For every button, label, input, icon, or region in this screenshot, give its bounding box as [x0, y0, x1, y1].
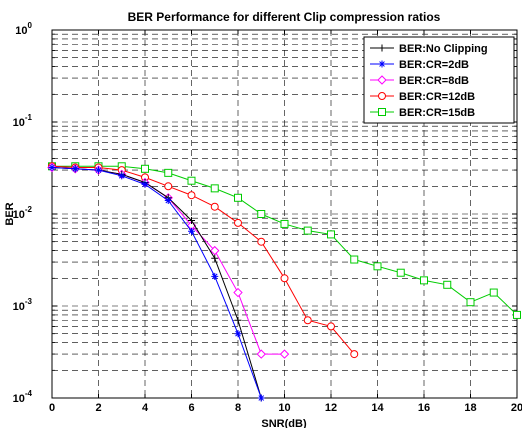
- x-tick-label: 2: [95, 402, 101, 414]
- data-point: [95, 166, 102, 174]
- x-tick-label: 0: [49, 402, 55, 414]
- x-tick-label: 4: [142, 402, 149, 414]
- data-point: [210, 245, 220, 256]
- data-point: [466, 298, 475, 307]
- data-point: [234, 330, 242, 338]
- series-1: [48, 164, 265, 402]
- y-tick-exponent: -4: [25, 389, 33, 398]
- data-point: [141, 164, 149, 173]
- data-point: [303, 226, 312, 235]
- data-point: [378, 44, 386, 52]
- data-point: [141, 180, 149, 188]
- data-point: [234, 193, 242, 202]
- data-point: [164, 182, 173, 191]
- legend-item: BER:CR=2dB: [370, 59, 469, 71]
- y-axis-label: BER: [4, 202, 16, 225]
- data-point: [327, 322, 335, 331]
- legend-item: BER:CR=15dB: [370, 107, 475, 119]
- plot-frame: [51, 29, 518, 399]
- y-tick-base: 10: [13, 301, 25, 313]
- x-tick-label: 8: [235, 402, 241, 414]
- data-point: [257, 210, 266, 218]
- data-point: [187, 191, 196, 200]
- y-tick-base: 10: [13, 393, 25, 405]
- legend-item: BER:CR=8dB: [370, 75, 469, 87]
- data-point: [378, 60, 386, 68]
- y-tick-label: 10-3: [13, 297, 33, 313]
- data-point: [210, 202, 219, 211]
- data-point: [211, 254, 219, 262]
- data-point: [443, 280, 452, 289]
- x-tick-label: 12: [325, 402, 337, 414]
- data-point: [211, 272, 219, 280]
- data-point: [350, 350, 359, 359]
- series-line: [51, 167, 262, 399]
- y-tick-exponent: -1: [25, 113, 33, 122]
- x-tick-label: 10: [278, 402, 290, 414]
- y-tick-label: 10-2: [13, 205, 33, 221]
- legend-item: BER:CR=12dB: [370, 91, 475, 103]
- data-point: [188, 227, 195, 235]
- x-tick-label: 18: [464, 402, 476, 414]
- data-point: [233, 287, 243, 298]
- data-point: [118, 172, 126, 180]
- data-point: [234, 218, 242, 227]
- data-point: [234, 316, 242, 324]
- data-point: [257, 237, 266, 246]
- data-point: [210, 184, 219, 193]
- x-tick-label: 6: [188, 402, 194, 414]
- y-tick-label: 10-4: [13, 389, 33, 405]
- legend-label: BER:CR=12dB: [399, 91, 475, 103]
- data-point: [164, 168, 173, 177]
- data-point: [164, 197, 172, 205]
- x-tick-label: 14: [371, 402, 384, 414]
- data-point: [513, 310, 521, 319]
- legend: BER:No Clipping BER:CR=2dB BER:CR=8dB BER:C…: [363, 36, 515, 124]
- data-point: [257, 394, 265, 402]
- y-tick-base: 10: [15, 25, 27, 37]
- y-tick-exponent: -3: [25, 297, 33, 306]
- y-tick-exponent: 0: [28, 21, 33, 30]
- y-tick-label: 100: [15, 21, 32, 37]
- data-point: [280, 274, 289, 283]
- chart-title: BER Performance for different Clip compr…: [128, 10, 441, 24]
- y-tick-base: 10: [13, 209, 25, 221]
- data-point: [327, 230, 335, 239]
- legend-label: BER:CR=2dB: [399, 59, 469, 71]
- data-point: [187, 176, 196, 185]
- data-point: [378, 92, 386, 100]
- data-point: [489, 288, 498, 297]
- y-tick-label: 10-1: [13, 113, 33, 129]
- legend-item: BER:No Clipping: [370, 43, 488, 55]
- data-point: [188, 216, 195, 224]
- x-axis-label: SNR(dB): [261, 418, 307, 428]
- x-tick-label: 16: [418, 402, 430, 414]
- series-layer: [47, 162, 521, 402]
- data-point: [350, 255, 359, 264]
- y-tick-exponent: -2: [25, 205, 33, 214]
- legend-label: BER:CR=15dB: [399, 107, 475, 119]
- legend-label: BER:No Clipping: [399, 43, 488, 55]
- x-tick-label: 20: [511, 402, 522, 414]
- y-tick-base: 10: [13, 117, 25, 129]
- data-point: [378, 108, 386, 116]
- data-point: [48, 164, 56, 172]
- data-point: [373, 262, 382, 271]
- data-point: [71, 165, 79, 173]
- data-point: [303, 316, 312, 325]
- data-point: [256, 349, 266, 359]
- data-point: [396, 268, 405, 277]
- data-point: [280, 219, 289, 228]
- data-point: [420, 276, 428, 285]
- data-point: [279, 349, 290, 359]
- data-point: [377, 75, 387, 85]
- legend-label: BER:CR=8dB: [399, 75, 469, 87]
